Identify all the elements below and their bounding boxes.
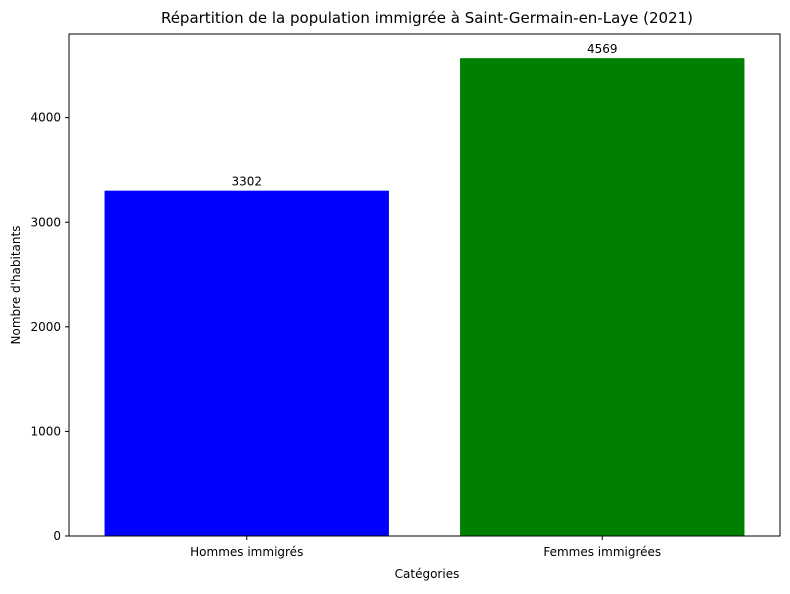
- y-tick-label: 0: [53, 529, 61, 543]
- bar-value-label: 3302: [231, 175, 262, 189]
- bars: [104, 58, 745, 536]
- y-tick-label: 4000: [30, 111, 61, 125]
- y-tick-label: 2000: [30, 320, 61, 334]
- y-axis-ticks: 0 1000 2000 3000 4000: [30, 111, 69, 543]
- y-tick-label: 3000: [30, 215, 61, 229]
- x-axis-label: Catégories: [395, 567, 460, 581]
- y-axis-label: Nombre d'habitants: [9, 226, 23, 345]
- bar: [104, 190, 389, 536]
- y-tick-label: 1000: [30, 424, 61, 438]
- x-axis-ticks: Hommes immigrés Femmes immigrées: [190, 536, 661, 559]
- plot-area-frame: [68, 33, 781, 537]
- bar-value-labels: 3302 4569: [231, 42, 617, 189]
- bar-value-label: 4569: [587, 42, 618, 56]
- bar: [460, 58, 745, 536]
- x-tick-label: Hommes immigrés: [190, 545, 303, 559]
- x-tick-label: Femmes immigrées: [543, 545, 661, 559]
- chart-title: Répartition de la population immigrée à …: [161, 9, 693, 27]
